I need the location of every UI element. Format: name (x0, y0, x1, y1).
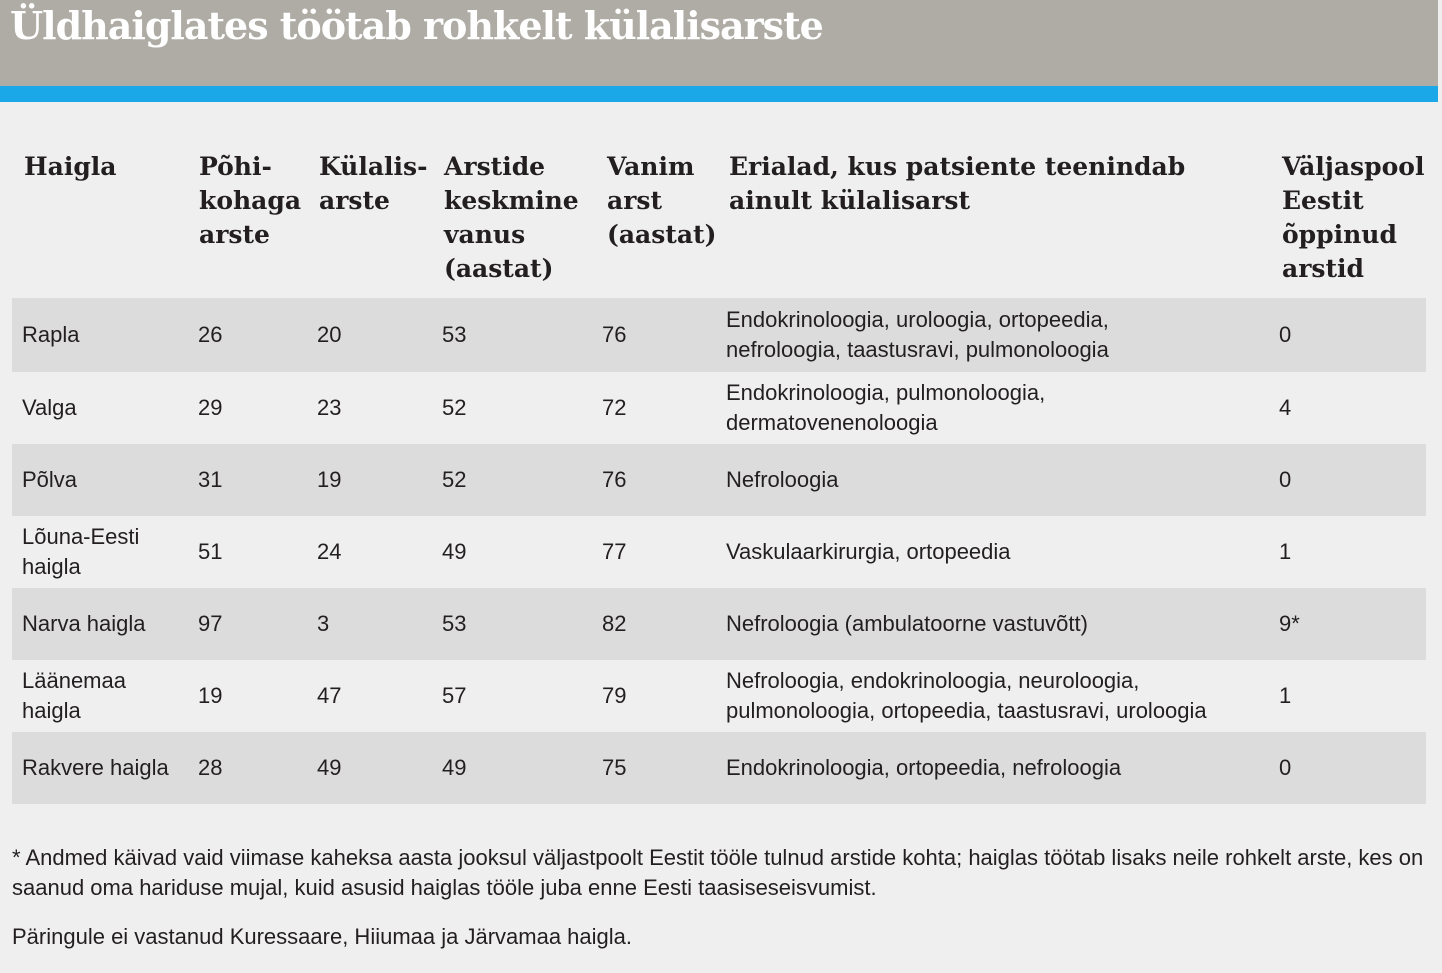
cell-abroad: 4 (1279, 395, 1292, 420)
table-row: Põlva 31 19 52 76 Nefroloogia 0 (12, 444, 1426, 516)
cell-hospital: Lõuna-Eesti haigla (22, 524, 140, 579)
footnote: * Andmed käivad vaid viimase kaheksa aas… (12, 845, 1424, 900)
cell-specialties: Nefroloogia (726, 467, 839, 492)
accent-divider (0, 86, 1438, 102)
cell-staff: 31 (198, 467, 223, 492)
page-title: Üldhaiglates töötab rohkelt külalisarste (10, 3, 824, 48)
cell-avg-age: 52 (442, 395, 467, 420)
table-header: Haigla Põhi- kohaga arste Külalis- arste… (12, 150, 1426, 298)
cell-specialties: Nefroloogia, endokrinoloogia, neuroloogi… (726, 668, 1207, 723)
cell-visiting: 24 (317, 539, 342, 564)
cell-avg-age: 53 (442, 322, 467, 347)
cell-staff: 19 (198, 683, 223, 708)
cell-specialties: Nefroloogia (ambulatoorne vastuvõtt) (726, 611, 1088, 636)
cell-avg-age: 52 (442, 467, 467, 492)
cell-staff: 29 (198, 395, 223, 420)
header-trained-abroad: Väljaspool Eestit õppinud arstid (1282, 152, 1425, 283)
cell-hospital: Rakvere haigla (22, 755, 169, 780)
cell-specialties: Endokrinoloogia, pulmonoloogia, dermatov… (726, 380, 1046, 435)
cell-abroad: 0 (1279, 322, 1292, 347)
cell-visiting: 47 (317, 683, 342, 708)
hospital-table: Haigla Põhi- kohaga arste Külalis- arste… (12, 150, 1426, 804)
cell-avg-age: 49 (442, 539, 467, 564)
cell-abroad: 0 (1279, 467, 1292, 492)
cell-hospital: Läänemaa haigla (22, 668, 126, 723)
table-row: Lõuna-Eesti haigla 51 24 49 77 Vaskulaar… (12, 516, 1426, 588)
cell-oldest: 72 (602, 395, 627, 420)
table-row: Narva haigla 97 3 53 82 Nefroloogia (amb… (12, 588, 1426, 660)
cell-staff: 26 (198, 322, 223, 347)
cell-visiting: 3 (317, 611, 330, 636)
table-row: Rakvere haigla 28 49 49 75 Endokrinoloog… (12, 732, 1426, 804)
table-row: Läänemaa haigla 19 47 57 79 Nefroloogia,… (12, 660, 1426, 732)
cell-staff: 28 (198, 755, 223, 780)
cell-avg-age: 49 (442, 755, 467, 780)
header-staff-doctors: Põhi- kohaga arste (199, 152, 302, 249)
cell-hospital: Valga (22, 395, 77, 420)
cell-visiting: 23 (317, 395, 342, 420)
cell-oldest: 75 (602, 755, 627, 780)
cell-avg-age: 57 (442, 683, 467, 708)
table-row: Valga 29 23 52 72 Endokrinoloogia, pulmo… (12, 372, 1426, 444)
cell-abroad: 1 (1279, 683, 1292, 708)
cell-oldest: 77 (602, 539, 627, 564)
cell-specialties: Endokrinoloogia, uroloogia, ortopeedia, … (726, 307, 1109, 362)
cell-specialties: Endokrinoloogia, ortopeedia, nefroloogia (726, 755, 1122, 780)
cell-oldest: 76 (602, 322, 627, 347)
header-visiting-doctors: Külalis- arste (319, 152, 428, 215)
header-oldest-doctor: Vanim arst (aastat) (607, 152, 717, 249)
header-banner: Üldhaiglates töötab rohkelt külalisarste (0, 0, 1438, 86)
cell-staff: 51 (198, 539, 223, 564)
cell-avg-age: 53 (442, 611, 467, 636)
cell-abroad: 1 (1279, 539, 1292, 564)
cell-visiting: 20 (317, 322, 342, 347)
cell-hospital: Narva haigla (22, 611, 146, 636)
cell-staff: 97 (198, 611, 223, 636)
cell-hospital: Põlva (22, 467, 78, 492)
cell-oldest: 82 (602, 611, 627, 636)
cell-oldest: 79 (602, 683, 627, 708)
cell-abroad: 0 (1279, 755, 1292, 780)
source-note: Päringule ei vastanud Kuressaare, Hiiuma… (12, 924, 633, 949)
cell-specialties: Vaskulaarkirurgia, ortopeedia (726, 539, 1011, 564)
header-specialties: Erialad, kus patsiente teenindab ainult … (729, 152, 1186, 215)
cell-oldest: 76 (602, 467, 627, 492)
cell-abroad: 9* (1279, 611, 1300, 636)
cell-hospital: Rapla (22, 322, 80, 347)
header-hospital: Haigla (24, 152, 117, 181)
cell-visiting: 19 (317, 467, 342, 492)
cell-visiting: 49 (317, 755, 342, 780)
table-row: Rapla 26 20 53 76 Endokrinoloogia, urolo… (12, 298, 1426, 372)
header-average-age: Arstide keskmine vanus (aastat) (444, 152, 579, 283)
